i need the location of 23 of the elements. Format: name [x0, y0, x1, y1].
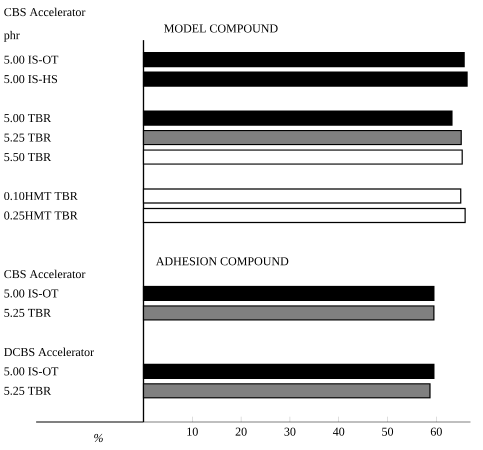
x-axis-title: % [94, 434, 103, 442]
y-tick-label: 5.00 IS-HS [4, 75, 58, 84]
y-tick-label: 5.50 TBR [4, 152, 52, 162]
y-tick-label: DCBS Accelerator [4, 348, 94, 356]
y-tick-label: 5.25 TBR [4, 308, 52, 317]
text: phr [4, 30, 20, 42]
y-tick-label: 5.00 TBR [4, 114, 52, 122]
y-tick-label: 0.10HMT TBR [4, 192, 78, 200]
x-tick-label: 30 [284, 428, 296, 436]
y-tick-label: CBS Accelerator [4, 270, 86, 278]
annotation: ADHESION COMPOUND [156, 257, 288, 266]
x-tick-label: 50 [382, 428, 394, 436]
x-tick-label: 20 [236, 428, 247, 436]
x-tick-label: 40 [332, 428, 344, 436]
y-tick-label: 5.00 IS-OT [4, 367, 58, 376]
y-tick-label: 5.00 IS-OT [4, 56, 58, 64]
text: MODEL COMPOUND [164, 24, 278, 33]
y-tick-label: 5.00 IS-OT [4, 289, 58, 298]
x-tick-label: 60 [430, 428, 442, 436]
x-tick-label: 10 [187, 428, 198, 436]
y-tick-label: 5.25 TBR [4, 134, 52, 142]
y-tick-label: 0.25HMT TBR [4, 211, 78, 220]
y-tick-label: 5.25 TBR [4, 386, 52, 395]
